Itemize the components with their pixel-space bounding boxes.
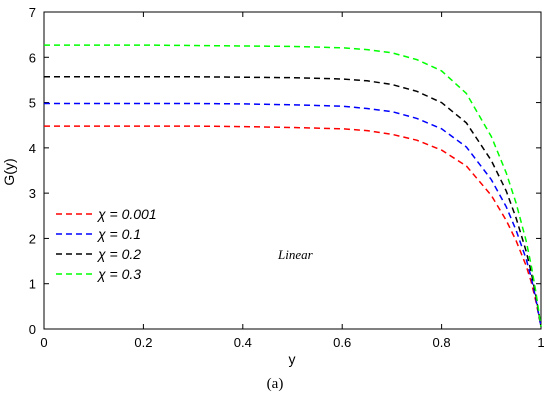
series-line-0 (44, 125, 542, 327)
x-axis-title: y (289, 351, 296, 367)
y-tick-label: 2 (29, 231, 36, 246)
legend-label-1: χ = 0.1 (96, 226, 141, 242)
y-tick-label: 1 (29, 277, 36, 292)
legend-label-2: χ = 0.2 (96, 246, 141, 262)
legend: χ = 0.001 χ = 0.1 χ = 0.2 χ = 0.3 (56, 206, 157, 282)
x-tick-label: 0.4 (234, 335, 252, 350)
y-axis-title: G(y) (1, 158, 17, 185)
y-tick-label: 3 (29, 186, 36, 201)
series-line-1 (44, 102, 542, 327)
plot-area (43, 11, 542, 330)
annotation-linear: Linear (277, 247, 314, 262)
x-tick-label: 1 (537, 335, 544, 350)
x-tick-label: 0.8 (433, 335, 451, 350)
line-chart: 0 0.2 0.4 0.6 0.8 1 0 1 2 3 4 5 6 7 y G(y) Linear χ =… (1, 5, 545, 367)
axis-ticks: 0 0.2 0.4 0.6 0.8 1 0 1 2 3 4 5 6 7 (29, 5, 545, 350)
y-tick-label: 4 (29, 141, 36, 156)
legend-label-3: χ = 0.3 (96, 266, 141, 282)
series-lines (44, 44, 542, 327)
x-tick-label: 0 (40, 335, 47, 350)
y-tick-label: 6 (29, 50, 36, 65)
series-line-2 (44, 76, 542, 327)
x-tick-label: 0.2 (134, 335, 152, 350)
legend-label-0: χ = 0.001 (96, 206, 157, 222)
series-line-3 (44, 44, 542, 327)
y-tick-label: 7 (29, 5, 36, 20)
y-tick-label: 5 (29, 96, 36, 111)
figure-caption: (a) (266, 376, 284, 392)
y-tick-label: 0 (29, 322, 36, 337)
x-tick-label: 0.6 (333, 335, 351, 350)
